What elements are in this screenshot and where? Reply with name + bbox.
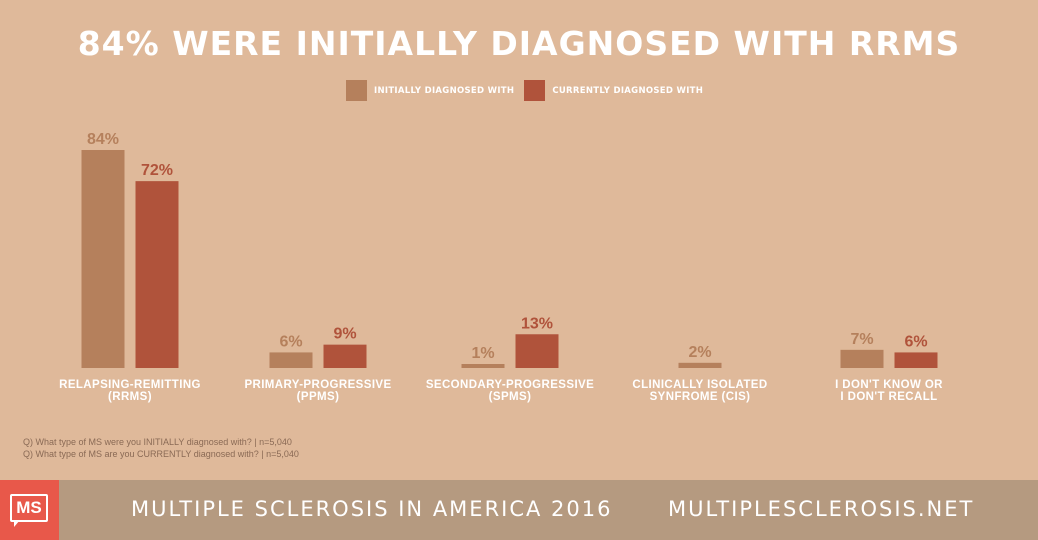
bar-initial-4 xyxy=(840,349,884,368)
footer-survey-title: MULTIPLE SCLEROSIS IN AMERICA 2016 xyxy=(131,497,613,521)
category-label-4-line-1: I DON'T RECALL xyxy=(840,391,937,403)
footer-bar: MS MULTIPLE SCLEROSIS IN AMERICA 2016 MU… xyxy=(0,480,1038,540)
data-label-current-2: 13% xyxy=(521,315,553,332)
legend-item-current: CURRENTLY DIAGNOSED WITH xyxy=(524,80,703,101)
footnote-current: Q) What type of MS are you CURRENTLY dia… xyxy=(23,449,299,459)
bar-current-1 xyxy=(323,344,367,368)
bar-current-0 xyxy=(135,181,179,368)
data-label-current-4: 6% xyxy=(904,333,927,350)
category-label-0-line-0: RELAPSING-REMITTING xyxy=(59,379,201,391)
category-label-3-line-1: SYNFROME (CIS) xyxy=(650,391,751,403)
data-label-initial-2: 1% xyxy=(471,345,494,362)
legend-label-initial: INITIALLY DIAGNOSED WITH xyxy=(374,85,515,96)
data-label-initial-3: 2% xyxy=(688,344,711,361)
legend: INITIALLY DIAGNOSED WITH CURRENTLY DIAGN… xyxy=(346,80,713,101)
category-label-0-line-1: (RRMS) xyxy=(108,391,152,403)
bar-current-4 xyxy=(894,352,938,368)
logo-bubble-tail xyxy=(14,520,20,527)
footer-website-link[interactable]: MULTIPLESCLEROSIS.NET xyxy=(668,497,975,521)
legend-label-current: CURRENTLY DIAGNOSED WITH xyxy=(552,85,704,96)
ms-logo[interactable]: MS xyxy=(0,480,59,540)
legend-swatch-current xyxy=(524,80,546,101)
category-label-1-line-0: PRIMARY-PROGRESSIVE xyxy=(244,379,391,391)
bar-initial-2 xyxy=(461,364,505,368)
category-label-2-line-0: SECONDARY-PROGRESSIVE xyxy=(426,379,594,391)
legend-swatch-initial xyxy=(346,80,367,101)
category-label-2-line-1: (SPMS) xyxy=(489,391,532,403)
bar-initial-3 xyxy=(678,362,722,368)
bar-current-2 xyxy=(515,334,559,368)
bar-initial-1 xyxy=(269,352,313,368)
category-label-3-line-0: CLINICALLY ISOLATED xyxy=(632,379,767,391)
data-label-current-1: 9% xyxy=(333,326,356,343)
logo-speech-bubble-icon: MS xyxy=(10,494,48,522)
legend-item-initial: INITIALLY DIAGNOSED WITH xyxy=(346,80,514,101)
data-label-initial-4: 7% xyxy=(850,331,873,348)
footnote-initial: Q) What type of MS were you INITIALLY di… xyxy=(23,437,292,447)
chart-title: 84% WERE INITIALLY DIAGNOSED WITH RRMS xyxy=(77,24,961,63)
bar-initial-0 xyxy=(81,150,125,368)
data-label-initial-1: 6% xyxy=(279,333,302,350)
category-label-4-line-0: I DON'T KNOW OR xyxy=(835,379,943,391)
data-label-current-0: 72% xyxy=(141,162,173,179)
data-label-initial-0: 84% xyxy=(87,131,119,148)
footnotes: Q) What type of MS were you INITIALLY di… xyxy=(23,436,299,460)
bar-chart: 84% 72% RELAPSING-REMITTING(RRMS) 6% 9% PRIMA… xyxy=(59,131,943,403)
category-label-1-line-1: (PPMS) xyxy=(297,391,340,403)
